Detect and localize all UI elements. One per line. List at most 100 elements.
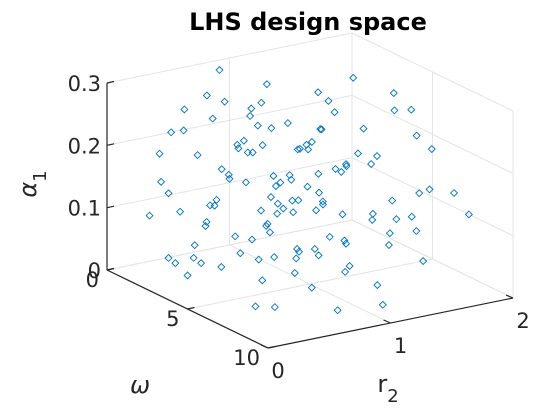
data-point bbox=[368, 215, 377, 224]
data-point bbox=[407, 212, 416, 221]
data-point bbox=[248, 148, 257, 157]
x-tick-mark bbox=[505, 294, 514, 299]
data-point bbox=[392, 215, 401, 224]
data-point bbox=[201, 222, 210, 231]
data-point bbox=[231, 232, 240, 241]
data-point bbox=[384, 241, 393, 250]
data-point bbox=[314, 251, 323, 260]
data-point bbox=[295, 144, 304, 153]
data-point bbox=[269, 171, 278, 180]
x-tick-label: 2 bbox=[516, 309, 529, 333]
y-tick-label: 5 bbox=[166, 307, 179, 331]
data-point bbox=[293, 145, 302, 154]
grid-line bbox=[351, 94, 514, 174]
data-point bbox=[220, 97, 229, 106]
z-tick-label: 0.2 bbox=[68, 134, 101, 158]
data-point bbox=[373, 281, 382, 290]
data-point bbox=[367, 160, 376, 169]
data-point bbox=[317, 125, 326, 134]
data-point bbox=[208, 114, 217, 123]
data-point bbox=[333, 306, 342, 315]
data-point bbox=[246, 111, 255, 121]
data-point bbox=[243, 148, 252, 157]
data-point bbox=[318, 197, 327, 206]
data-point bbox=[251, 302, 260, 311]
data-point bbox=[258, 141, 267, 150]
data-point bbox=[338, 210, 347, 219]
data-point bbox=[225, 174, 234, 183]
x-tick-label: 0 bbox=[271, 359, 284, 383]
x-axis-label-text: r bbox=[377, 370, 387, 398]
data-point bbox=[247, 235, 257, 244]
data-point bbox=[257, 98, 266, 107]
z-tick-label: 0.1 bbox=[68, 197, 101, 221]
data-point bbox=[171, 259, 180, 268]
data-point bbox=[253, 121, 262, 130]
data-point bbox=[273, 209, 282, 218]
data-point bbox=[307, 137, 316, 146]
z-tick-label: 0 bbox=[88, 259, 101, 283]
grid-line bbox=[351, 219, 514, 299]
data-point bbox=[314, 88, 323, 97]
z-tick-label: 0.3 bbox=[68, 72, 101, 96]
x-tick-mark bbox=[260, 344, 269, 349]
data-point bbox=[265, 228, 274, 237]
data-point bbox=[427, 144, 436, 154]
data-point bbox=[256, 206, 266, 215]
data-point bbox=[271, 182, 280, 191]
data-point bbox=[273, 199, 282, 208]
data-point bbox=[157, 177, 166, 186]
data-point bbox=[164, 189, 173, 198]
y-tick-label: 0 bbox=[86, 268, 99, 292]
data-point bbox=[276, 178, 285, 187]
data-point bbox=[179, 126, 188, 135]
z-tick-mark bbox=[106, 143, 115, 146]
grid-line bbox=[106, 219, 353, 271]
z-tick-mark bbox=[106, 205, 115, 209]
data-point bbox=[270, 253, 279, 262]
data-point bbox=[254, 255, 263, 264]
data-point bbox=[412, 226, 421, 236]
chart-title: LHS design space bbox=[189, 8, 427, 36]
y-tick-label: 10 bbox=[233, 346, 260, 370]
data-point bbox=[241, 178, 250, 187]
data-point bbox=[267, 124, 276, 133]
marker-layer bbox=[145, 65, 473, 315]
data-point bbox=[449, 188, 459, 198]
data-point bbox=[307, 283, 316, 292]
data-point bbox=[287, 175, 296, 184]
data-point bbox=[415, 189, 424, 198]
data-point bbox=[236, 249, 245, 258]
data-point bbox=[412, 131, 421, 140]
data-point bbox=[290, 268, 299, 278]
data-point bbox=[294, 196, 303, 205]
data-point bbox=[304, 145, 313, 154]
data-point bbox=[353, 149, 363, 158]
grid-line bbox=[106, 32, 353, 84]
data-point bbox=[183, 271, 192, 280]
data-point bbox=[342, 160, 351, 169]
data-point bbox=[345, 261, 354, 270]
axis-layer bbox=[106, 80, 514, 349]
data-point bbox=[212, 195, 221, 204]
z-axis-label: α1 bbox=[14, 170, 51, 197]
data-point bbox=[419, 257, 428, 266]
x-axis-label: r2 bbox=[377, 370, 398, 407]
x-axis-label-subscript: 2 bbox=[387, 386, 398, 407]
data-point bbox=[325, 232, 334, 241]
data-point bbox=[464, 210, 473, 219]
data-point bbox=[167, 128, 176, 137]
data-point bbox=[324, 96, 333, 106]
data-point bbox=[193, 151, 202, 160]
grid-line bbox=[351, 32, 514, 112]
data-point bbox=[145, 211, 154, 220]
data-point bbox=[234, 144, 243, 153]
grid-line bbox=[187, 258, 433, 310]
data-point bbox=[378, 300, 387, 309]
data-point bbox=[372, 152, 382, 161]
data-point bbox=[303, 182, 312, 191]
data-point bbox=[190, 241, 199, 250]
data-point bbox=[293, 244, 302, 253]
